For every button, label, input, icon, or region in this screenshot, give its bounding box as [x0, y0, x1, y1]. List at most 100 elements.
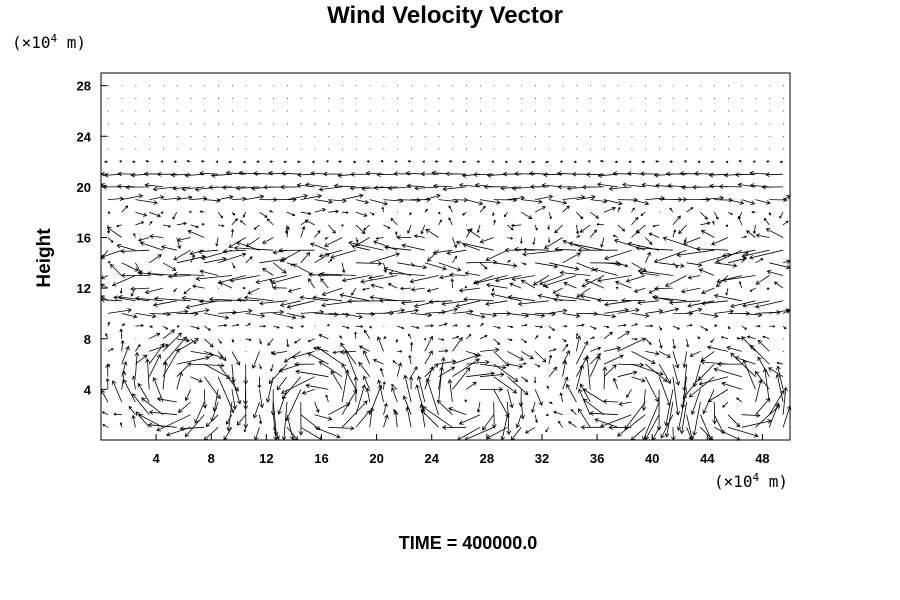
wind-vector [593, 267, 618, 276]
wind-vector [701, 300, 729, 306]
wind-vector [631, 337, 638, 341]
wind-vector [590, 313, 617, 319]
wind-vector [369, 199, 389, 206]
wind-vector [697, 336, 701, 340]
wind-vector [438, 366, 456, 378]
wind-vector [642, 401, 660, 441]
wind-vector [450, 278, 454, 289]
wind-vector [462, 211, 467, 216]
wind-vector [135, 211, 148, 217]
wind-vector [131, 375, 137, 390]
wind-vector [576, 323, 585, 327]
wind-vector [369, 295, 398, 302]
wind-vector [727, 256, 748, 264]
wind-vector [576, 335, 582, 352]
wind-vector [314, 401, 320, 414]
wind-vector [235, 185, 260, 191]
wind-vector [355, 199, 370, 205]
wind-vector [152, 376, 164, 403]
wind-vector [377, 379, 384, 403]
wind-vector [741, 325, 748, 330]
wind-vector [145, 159, 150, 163]
wind-vector [391, 384, 398, 390]
wind-vector [573, 160, 577, 164]
wind-vector [269, 160, 274, 163]
wind-vector [553, 410, 563, 416]
wind-vector [424, 335, 434, 352]
wind-vector [566, 383, 577, 403]
wind-vector [245, 323, 251, 327]
wind-vector [548, 262, 580, 271]
wind-vector [310, 170, 329, 176]
wind-vector [411, 325, 420, 330]
wind-vector [493, 376, 518, 394]
wind-vector [162, 309, 189, 315]
wind-vector [105, 363, 110, 377]
wind-vector [559, 270, 591, 276]
wind-vector [438, 262, 462, 272]
wind-vector [658, 376, 671, 407]
wind-vector [134, 351, 140, 377]
wind-vector [419, 403, 426, 428]
wind-vector [318, 186, 343, 192]
wind-vector [725, 288, 729, 296]
wind-vector [176, 338, 200, 352]
wind-vector [531, 160, 536, 164]
wind-vector [414, 185, 439, 191]
wind-vector [362, 349, 371, 365]
wind-vector [271, 275, 301, 285]
wind-vector [199, 210, 205, 214]
wind-vector [531, 401, 536, 413]
wind-vector [631, 323, 639, 327]
wind-vector [189, 249, 205, 256]
wind-vector [256, 160, 260, 164]
wind-vector [507, 338, 513, 342]
wind-vector [245, 338, 252, 342]
y-tick-label: 4 [84, 382, 92, 397]
wind-vector [776, 361, 784, 365]
wind-vector [204, 363, 231, 379]
wind-vector [585, 172, 605, 178]
wind-vector [602, 366, 608, 390]
y-tick-label: 24 [77, 129, 92, 144]
x-tick-label: 8 [208, 451, 215, 466]
wind-vector [466, 313, 486, 319]
wind-vector [365, 170, 384, 176]
wind-vector [554, 246, 577, 252]
wind-vector [558, 420, 563, 428]
x-tick-label: 32 [535, 451, 549, 466]
wind-vector [736, 397, 743, 403]
wind-vector [727, 414, 741, 428]
wind-vector [617, 337, 646, 352]
wind-vector [755, 233, 770, 238]
wind-vector [204, 338, 214, 348]
wind-vector [424, 324, 434, 328]
wind-vector [535, 194, 554, 200]
wind-vector [752, 160, 756, 163]
wind-vector [210, 401, 219, 423]
wind-vector [131, 414, 136, 428]
wind-vector [599, 414, 632, 428]
chart-title: Wind Velocity Vector [327, 2, 563, 29]
wind-vector [107, 348, 114, 352]
wind-vector [422, 160, 425, 163]
wind-vector [515, 414, 522, 429]
wind-vector [135, 343, 141, 352]
wind-vector [434, 160, 439, 163]
wind-vector [542, 275, 577, 288]
wind-vector [672, 229, 677, 238]
wind-vector [363, 375, 371, 390]
wind-vector [360, 275, 398, 284]
wind-vector [749, 249, 784, 260]
wind-vector [296, 160, 301, 164]
wind-vector [208, 184, 232, 190]
wind-vector [617, 370, 638, 378]
wind-vector [121, 345, 130, 365]
wind-vector [268, 363, 288, 385]
wind-vector [300, 414, 321, 431]
wind-vector [461, 160, 467, 164]
wind-vector [245, 194, 265, 200]
wind-vector [123, 379, 136, 403]
wind-vector [162, 262, 177, 271]
wind-vector [328, 425, 355, 431]
